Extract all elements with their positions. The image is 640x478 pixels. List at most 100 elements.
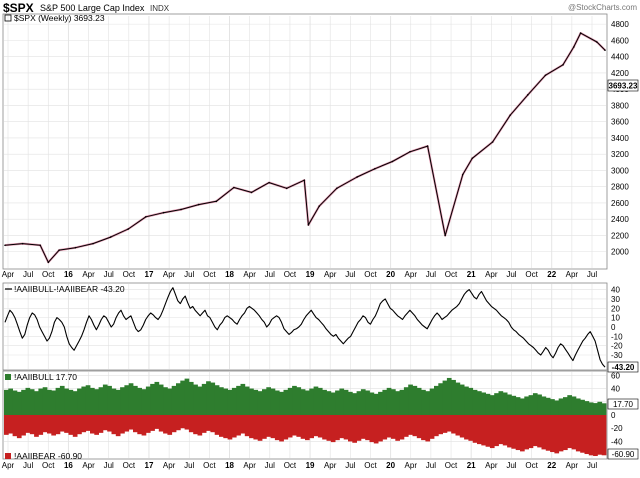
- bull-bar: [244, 386, 250, 415]
- bull-bar: [554, 400, 560, 415]
- spread-y-tick: -30: [611, 351, 623, 360]
- bull-bar: [438, 383, 443, 415]
- x-tick-label-top: Apr: [324, 270, 337, 279]
- bear-bar: [133, 415, 138, 433]
- x-tick-label-bottom: Jul: [506, 461, 516, 470]
- bull-bar: [365, 390, 370, 415]
- bear-bar: [343, 415, 349, 440]
- price-point: [180, 208, 182, 211]
- x-tick-label-bottom: Oct: [203, 461, 216, 470]
- x-tick-label-top: Apr: [405, 270, 418, 279]
- bear-bar: [42, 415, 48, 433]
- bear-bar: [477, 415, 482, 445]
- bull-bar: [219, 387, 224, 415]
- spread-y-tick: 40: [611, 286, 620, 295]
- sentiment-y-tick: -40: [611, 437, 623, 446]
- price-y-tick: 4400: [611, 53, 629, 62]
- x-tick-label-bottom: Apr: [566, 461, 579, 470]
- bull-bar: [300, 389, 306, 415]
- bear-bar: [154, 415, 160, 429]
- bull-bar: [262, 389, 267, 415]
- bear-bar: [274, 415, 280, 441]
- price-y-tick: 2600: [611, 199, 629, 208]
- x-tick-label-top: 19: [306, 270, 315, 279]
- bull-legend: !AAIIBULL 17.70: [5, 372, 77, 382]
- bear-bar: [391, 415, 396, 439]
- bull-bar: [167, 388, 173, 415]
- x-tick-label-top: Apr: [243, 270, 256, 279]
- bull-bar: [292, 385, 297, 415]
- spread-y-tick: 30: [611, 295, 620, 304]
- bull-bar: [330, 392, 336, 415]
- bear-bar: [356, 415, 362, 441]
- bull-bar: [481, 392, 486, 415]
- bear-bar: [464, 415, 469, 440]
- bear-bar: [575, 415, 581, 452]
- price-point: [109, 236, 112, 238]
- bull-bar: [227, 389, 233, 415]
- bear-bar: [120, 415, 125, 434]
- price-point: [444, 234, 446, 237]
- bear-bar: [51, 415, 56, 436]
- spread-legend-text: !AAIIBULL-!AAIIBEAR -43.20: [14, 284, 125, 294]
- x-tick-label-top: Jul: [23, 270, 33, 279]
- bull-bar: [326, 391, 332, 415]
- price-panel: [2, 13, 608, 270]
- bear-bar: [150, 415, 155, 431]
- bear-legend: !AAIIBEAR -60.90: [5, 451, 82, 461]
- bear-bar: [317, 415, 323, 438]
- bull-bar: [391, 389, 396, 415]
- bear-bar: [163, 415, 168, 434]
- bull-bar: [421, 389, 426, 415]
- bull-bar: [511, 395, 517, 415]
- bear-bar: [25, 415, 31, 433]
- bull-bar: [266, 387, 271, 415]
- bear-bar: [438, 415, 443, 435]
- bear-bar: [292, 415, 297, 436]
- bull-bar: [188, 381, 194, 415]
- bull-bar: [283, 389, 289, 415]
- bear-bar: [515, 415, 521, 451]
- bear-bar: [21, 415, 26, 436]
- bull-bar: [240, 383, 246, 415]
- bull-bar: [133, 385, 138, 415]
- price-point: [162, 211, 165, 214]
- x-tick-label-top: Jul: [506, 270, 516, 279]
- bull-bar: [253, 389, 259, 415]
- bear-bar: [107, 415, 112, 432]
- bear-bar: [94, 415, 99, 435]
- bear-bar: [489, 415, 495, 449]
- price-point: [596, 41, 598, 43]
- price-legend-text: $SPX (Weekly) 3693.23: [14, 13, 105, 23]
- x-tick-label-top: Apr: [163, 270, 176, 279]
- x-tick-label-bottom: 20: [386, 461, 395, 470]
- bull-bar: [305, 390, 310, 415]
- bear-bar: [399, 415, 405, 440]
- bull-bar: [81, 386, 87, 415]
- price-point: [471, 157, 474, 160]
- bull-bar: [90, 387, 95, 415]
- bear-bar: [296, 415, 302, 437]
- bear-bar: [158, 415, 164, 432]
- bear-bar: [59, 415, 65, 432]
- x-tick-label-bottom: 18: [225, 461, 234, 470]
- bear-bar: [588, 415, 594, 456]
- bear-bar: [240, 415, 246, 434]
- bull-bar: [150, 383, 155, 415]
- x-tick-label-bottom: Jul: [426, 461, 436, 470]
- bear-bar: [176, 415, 181, 431]
- x-tick-label-top: Oct: [42, 270, 55, 279]
- bull-bar: [524, 396, 529, 415]
- bull-bar: [55, 387, 61, 415]
- bull-bar: [317, 387, 323, 415]
- bear-bar: [322, 415, 327, 440]
- price-point: [336, 187, 338, 190]
- x-tick-label-top: Apr: [2, 270, 15, 279]
- bear-bar: [270, 415, 276, 439]
- bear-bar: [532, 415, 538, 447]
- bull-bar: [51, 390, 56, 415]
- bear-bar: [352, 415, 357, 443]
- bull-bar: [34, 391, 39, 415]
- price-y-tick: 4200: [611, 69, 629, 78]
- bull-bar: [249, 388, 254, 415]
